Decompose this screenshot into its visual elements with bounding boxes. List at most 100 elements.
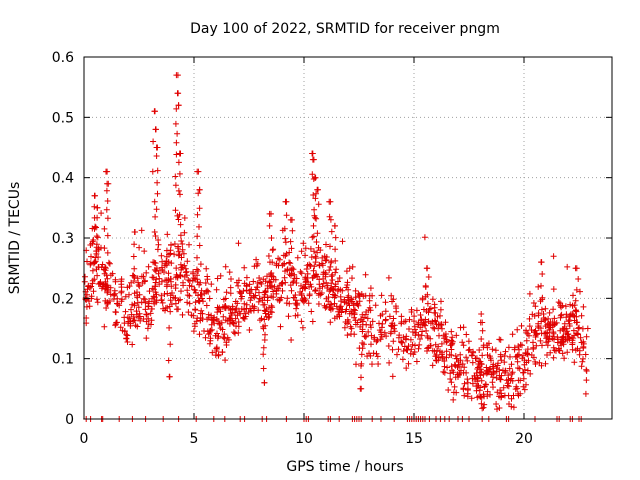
data-point <box>171 251 178 258</box>
data-point <box>326 305 333 311</box>
data-point <box>336 306 343 313</box>
data-point <box>294 312 301 319</box>
data-point <box>316 262 323 269</box>
data-point <box>293 275 300 282</box>
data-point <box>508 395 515 402</box>
data-point <box>464 357 471 364</box>
data-point <box>291 271 298 278</box>
data-point <box>569 339 576 346</box>
data-point <box>178 238 185 244</box>
data-point <box>560 338 567 345</box>
data-point <box>465 338 472 345</box>
data-point <box>516 351 522 358</box>
data-point <box>546 321 553 328</box>
data-point <box>177 273 184 279</box>
data-point <box>298 270 305 277</box>
data-point <box>256 289 262 296</box>
data-point <box>362 333 369 340</box>
data-point <box>143 335 150 342</box>
data-point <box>398 313 405 320</box>
data-point <box>174 90 181 97</box>
data-point <box>553 347 559 354</box>
data-point <box>319 283 326 290</box>
data-point <box>343 306 350 313</box>
data-point <box>175 187 182 194</box>
data-point <box>580 343 587 350</box>
data-point <box>490 368 497 375</box>
data-point <box>361 333 368 340</box>
data-point <box>359 328 366 335</box>
data-point <box>93 224 99 231</box>
data-point <box>395 346 402 353</box>
data-point <box>447 342 454 349</box>
data-point <box>538 282 544 289</box>
data-point <box>570 292 576 299</box>
data-point <box>582 351 589 358</box>
data-point <box>381 329 388 336</box>
data-point <box>206 331 212 337</box>
data-point <box>85 283 92 290</box>
data-point <box>309 150 316 157</box>
data-point <box>336 275 343 281</box>
data-point <box>281 260 288 267</box>
data-point <box>324 282 331 289</box>
y-tick-label: 0.3 <box>52 231 74 247</box>
data-point <box>427 305 434 312</box>
data-point <box>209 317 216 324</box>
data-point <box>118 281 125 288</box>
data-point <box>293 305 300 312</box>
data-point <box>480 404 487 411</box>
data-point <box>267 283 274 290</box>
data-point <box>124 332 131 339</box>
data-point <box>546 309 553 316</box>
data-point <box>127 322 134 329</box>
data-point <box>235 319 242 325</box>
data-point <box>443 348 450 355</box>
data-point <box>152 233 159 239</box>
data-point <box>288 267 295 274</box>
data-point <box>197 261 204 268</box>
data-point <box>437 348 443 355</box>
data-point <box>363 321 370 328</box>
data-point <box>226 269 233 276</box>
data-point <box>526 315 533 322</box>
data-point <box>196 186 203 193</box>
data-point <box>345 292 352 299</box>
data-point <box>124 339 131 345</box>
data-point <box>148 306 155 312</box>
data-point <box>501 369 508 376</box>
data-point <box>498 357 505 364</box>
data-point <box>174 245 181 252</box>
data-point <box>103 168 109 175</box>
data-point <box>401 318 407 325</box>
data-point <box>508 403 515 410</box>
data-point <box>307 281 314 288</box>
data-point <box>91 259 98 266</box>
data-point <box>514 326 521 333</box>
data-point <box>168 301 175 308</box>
data-point <box>327 216 334 223</box>
data-point <box>477 393 484 400</box>
data-point <box>181 215 188 221</box>
data-point <box>174 130 181 137</box>
data-point <box>564 263 571 270</box>
data-point <box>387 330 394 337</box>
data-point <box>557 314 564 321</box>
data-point <box>179 311 186 318</box>
data-point <box>197 310 204 317</box>
data-point <box>306 283 313 290</box>
data-point <box>550 354 557 361</box>
data-point <box>344 316 351 323</box>
data-point <box>422 322 429 329</box>
data-point <box>131 278 137 284</box>
data-point <box>204 276 211 283</box>
data-point <box>445 387 452 393</box>
data-point <box>478 336 485 342</box>
data-point <box>573 313 580 320</box>
data-point <box>93 244 100 251</box>
data-point <box>435 325 442 332</box>
data-point <box>358 351 365 358</box>
data-point <box>478 377 485 384</box>
data-point <box>523 381 529 388</box>
data-point <box>469 359 476 366</box>
